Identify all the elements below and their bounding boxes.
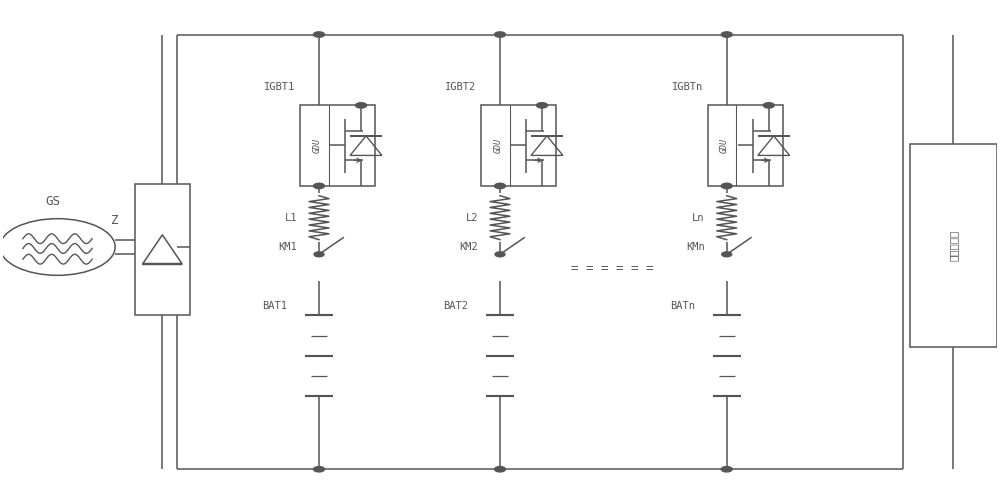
Circle shape: [0, 219, 115, 275]
Circle shape: [314, 252, 324, 257]
Text: KMn: KMn: [686, 242, 705, 252]
Text: KM2: KM2: [459, 242, 478, 252]
Circle shape: [495, 252, 505, 257]
Circle shape: [495, 183, 505, 189]
Bar: [135, 183, 190, 315]
Circle shape: [763, 103, 774, 108]
Circle shape: [722, 252, 732, 257]
Text: BAT1: BAT1: [262, 301, 287, 311]
Circle shape: [314, 183, 324, 189]
Circle shape: [721, 183, 732, 189]
Circle shape: [721, 466, 732, 472]
Text: L2: L2: [466, 213, 478, 223]
Circle shape: [721, 32, 732, 37]
Bar: [910, 144, 997, 347]
Text: Ln: Ln: [692, 213, 705, 223]
Circle shape: [495, 466, 505, 472]
Text: GS: GS: [45, 195, 60, 208]
Bar: [708, 105, 783, 186]
Text: GDU: GDU: [312, 138, 321, 153]
Bar: [300, 105, 375, 186]
Text: L1: L1: [285, 213, 297, 223]
Text: KM1: KM1: [278, 242, 297, 252]
Text: IGBTn: IGBTn: [672, 82, 703, 92]
Text: 牵引变流器: 牵引变流器: [948, 230, 958, 261]
Text: = = = = = =: = = = = = =: [571, 262, 654, 276]
Circle shape: [356, 103, 366, 108]
Text: BAT2: BAT2: [443, 301, 468, 311]
Text: GDU: GDU: [720, 138, 729, 153]
Text: IGBT2: IGBT2: [445, 82, 476, 92]
Text: GDU: GDU: [493, 138, 502, 153]
Text: BATn: BATn: [670, 301, 695, 311]
Circle shape: [537, 103, 547, 108]
Text: IGBT1: IGBT1: [264, 82, 295, 92]
Bar: [481, 105, 556, 186]
Text: Z: Z: [111, 213, 119, 227]
Circle shape: [314, 466, 324, 472]
Circle shape: [495, 32, 505, 37]
Circle shape: [314, 32, 324, 37]
